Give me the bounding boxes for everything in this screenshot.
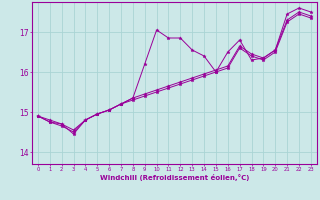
X-axis label: Windchill (Refroidissement éolien,°C): Windchill (Refroidissement éolien,°C) — [100, 174, 249, 181]
